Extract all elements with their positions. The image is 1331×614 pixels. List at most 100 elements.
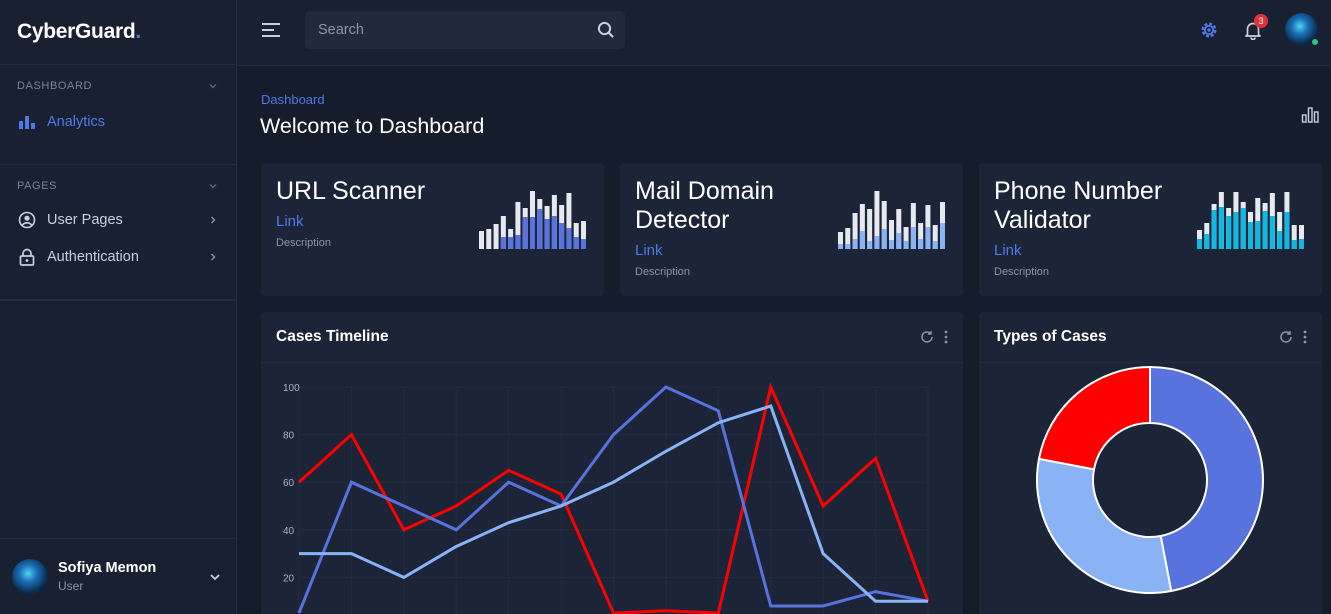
avatar[interactable] bbox=[1285, 13, 1319, 46]
spark-bar-total bbox=[852, 213, 858, 249]
spark-bar-value bbox=[573, 237, 579, 249]
donut-slice bbox=[1036, 457, 1173, 594]
spark-bar-value bbox=[889, 240, 894, 249]
donut-chart bbox=[1036, 365, 1264, 594]
card-link[interactable]: Link bbox=[276, 213, 304, 230]
panel-title: Cases Timeline bbox=[276, 328, 389, 345]
sidebar-item-user-pages[interactable]: User Pages bbox=[0, 201, 236, 238]
series-line bbox=[297, 382, 930, 614]
y-tick-label: 20 bbox=[283, 573, 295, 584]
sidebar-item-analytics[interactable]: Analytics bbox=[0, 103, 236, 140]
spark-bar-total bbox=[910, 203, 916, 249]
nav-heading-dashboard[interactable]: DASHBOARD bbox=[0, 79, 236, 93]
spark-bar-total bbox=[845, 228, 851, 249]
y-tick-label: 80 bbox=[283, 431, 295, 442]
spark-bar-value bbox=[932, 241, 938, 249]
y-tick-label: 40 bbox=[283, 526, 295, 537]
card-description: Description bbox=[994, 266, 1050, 278]
nav-heading-label: DASHBOARD bbox=[17, 80, 93, 92]
refresh-icon[interactable] bbox=[1279, 330, 1293, 344]
spark-bar-value bbox=[1197, 239, 1202, 249]
spark-bar-value bbox=[1226, 216, 1232, 249]
card-link[interactable]: Link bbox=[994, 242, 1022, 259]
brand-logo[interactable]: CyberGuard. bbox=[0, 0, 236, 65]
spark-bar-total bbox=[486, 229, 492, 249]
spark-bar-value bbox=[1211, 210, 1217, 249]
sidebar-item-label: Authentication bbox=[47, 248, 139, 265]
page-title: Welcome to Dashboard bbox=[260, 114, 485, 138]
refresh-icon[interactable] bbox=[920, 330, 934, 344]
spark-bar-total bbox=[581, 221, 586, 249]
spark-bar-value bbox=[940, 223, 945, 249]
stats-button[interactable] bbox=[1301, 104, 1321, 124]
spark-bar-total bbox=[566, 193, 572, 249]
spark-bar-value bbox=[1204, 234, 1210, 249]
menu-icon bbox=[262, 23, 280, 37]
spark-bar-total bbox=[867, 209, 873, 249]
avatar bbox=[12, 558, 48, 595]
spark-bar-value bbox=[500, 237, 506, 249]
nav-heading-label: PAGES bbox=[17, 180, 58, 192]
spark-bar-value bbox=[1248, 222, 1253, 249]
user-name: Sofiya Memon bbox=[58, 560, 157, 576]
panel-types-of-cases: Types of Cases bbox=[979, 312, 1322, 614]
spark-bar-value bbox=[1291, 240, 1297, 249]
breadcrumb[interactable]: Dashboard bbox=[261, 92, 325, 107]
user-profile-menu[interactable]: Sofiya Memon User bbox=[0, 538, 236, 614]
spark-bar-total bbox=[1277, 212, 1283, 249]
spark-bar-value bbox=[581, 239, 586, 249]
spark-bar-total bbox=[1299, 225, 1304, 249]
card-title: Mail Domain Detector bbox=[635, 177, 774, 234]
settings-button[interactable] bbox=[1197, 18, 1221, 42]
nav-section-dashboard: DASHBOARD Analytics bbox=[0, 65, 236, 165]
spark-bar-value bbox=[852, 239, 858, 249]
menu-toggle-button[interactable] bbox=[262, 21, 281, 39]
card-link[interactable]: Link bbox=[635, 242, 663, 259]
brand-name: CyberGuard bbox=[17, 20, 136, 43]
panel-title: Types of Cases bbox=[994, 328, 1107, 345]
card-title: Phone Number Validator bbox=[994, 177, 1163, 234]
spark-bar-value bbox=[1233, 212, 1239, 249]
spark-bar-total bbox=[573, 223, 579, 249]
spark-bar-value bbox=[874, 236, 880, 249]
spark-bar-value bbox=[1277, 231, 1283, 249]
more-vertical-icon[interactable] bbox=[1303, 330, 1307, 344]
spark-bar-value bbox=[537, 209, 543, 249]
spark-bar-value bbox=[544, 219, 550, 249]
online-status-dot bbox=[1311, 38, 1319, 46]
series-line bbox=[297, 385, 929, 614]
lock-icon bbox=[17, 247, 37, 267]
line-chart: 20 40 60 80 100 bbox=[283, 382, 930, 614]
spark-bar-value bbox=[1255, 221, 1261, 249]
search-input[interactable] bbox=[318, 22, 597, 38]
card-phone-number-validator: Phone Number Validator Link Description bbox=[979, 163, 1322, 296]
more-vertical-icon[interactable] bbox=[944, 330, 948, 344]
chevron-down-icon bbox=[209, 184, 217, 189]
search-icon[interactable] bbox=[597, 21, 615, 39]
donut-slice bbox=[1149, 365, 1264, 593]
spark-bar-value bbox=[881, 229, 887, 249]
nav-heading-pages[interactable]: PAGES bbox=[0, 179, 236, 193]
user-circle-icon bbox=[17, 210, 37, 230]
spark-bar-value bbox=[515, 235, 521, 249]
card-title: URL Scanner bbox=[276, 177, 426, 205]
card-description: Description bbox=[276, 237, 332, 249]
spark-bar-value bbox=[508, 237, 514, 249]
sidebar-item-authentication[interactable]: Authentication bbox=[0, 238, 236, 275]
card-url-scanner: URL Scanner Link Description bbox=[261, 163, 604, 296]
spark-bar-value bbox=[1299, 239, 1304, 249]
spark-bar-value bbox=[918, 239, 924, 249]
chevron-down-icon bbox=[210, 573, 220, 580]
user-role: User bbox=[58, 579, 84, 593]
sidebar-item-label: Analytics bbox=[47, 113, 106, 130]
spark-bar-total bbox=[493, 224, 499, 249]
spark-bar-total bbox=[896, 209, 902, 249]
spark-bar-value bbox=[925, 227, 931, 249]
y-tick-label: 100 bbox=[283, 383, 300, 394]
card-mail-domain-detector: Mail Domain Detector Link Description bbox=[620, 163, 963, 296]
spark-bar-value bbox=[845, 244, 851, 249]
notifications-button[interactable]: 3 bbox=[1241, 14, 1268, 42]
spark-bar-value bbox=[1262, 211, 1268, 249]
spark-bar-value bbox=[1269, 216, 1275, 249]
chevron-down-icon bbox=[209, 84, 217, 89]
